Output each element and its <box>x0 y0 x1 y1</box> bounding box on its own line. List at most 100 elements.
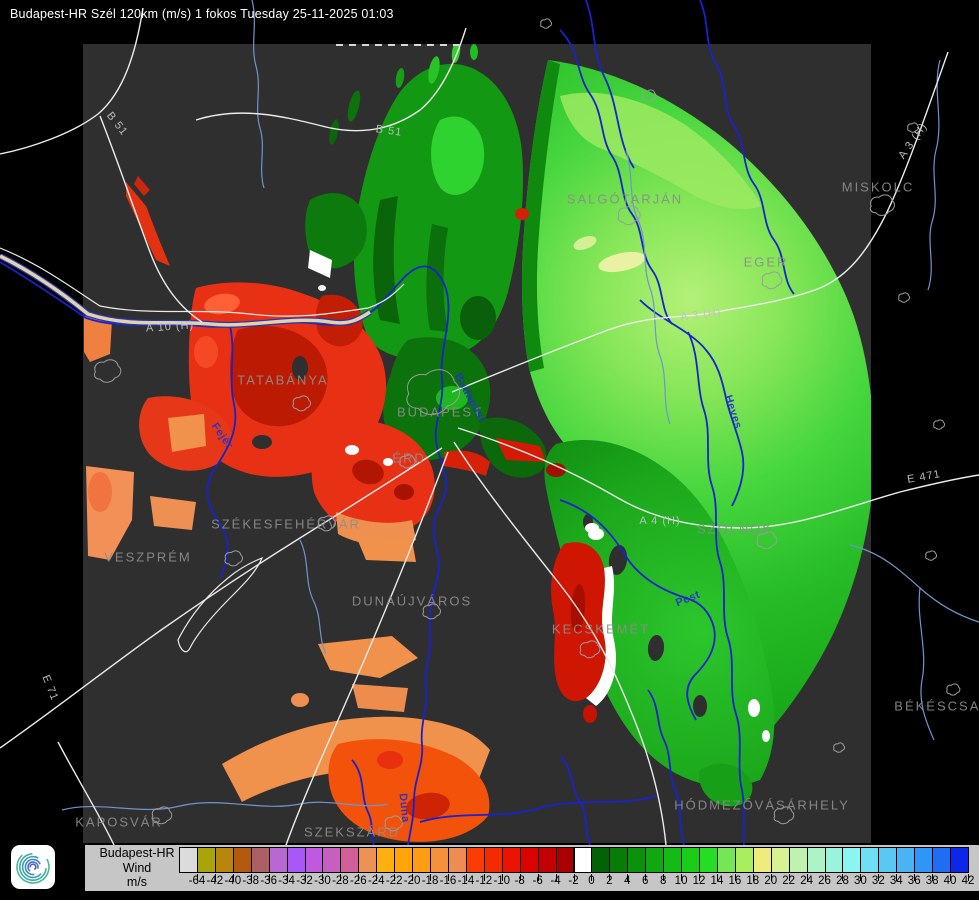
legend-color-cell <box>699 847 718 873</box>
radar-echoes <box>84 44 871 842</box>
legend-tick-label: -64 <box>188 875 206 887</box>
settlement-outline <box>93 359 122 383</box>
settlement-outline <box>946 683 961 696</box>
legend-tick <box>878 874 880 881</box>
legend-color-cell <box>555 847 575 873</box>
legend-tick-label: -14 <box>457 875 475 887</box>
legend-tick <box>340 874 342 881</box>
settlement-outline <box>773 806 795 825</box>
legend-tick-label: -6 <box>532 875 543 887</box>
lake-balaton-outline <box>177 556 264 653</box>
legend-tick <box>681 874 683 881</box>
legend-tick-label: -20 <box>403 875 421 887</box>
legend-color-cell <box>250 847 270 873</box>
city-label: SZEKSZÁRD <box>303 824 401 840</box>
legend-color-cell <box>394 847 414 873</box>
spiral-logo-icon <box>16 850 50 884</box>
legend-tick-label: 12 <box>692 875 706 887</box>
legend-tick-label: -30 <box>314 875 331 887</box>
legend-tick-label: 34 <box>889 875 903 887</box>
legend-tick <box>788 874 790 881</box>
settlement-outline <box>406 369 461 415</box>
legend-color-cell <box>609 847 629 873</box>
settlement-outline <box>422 603 441 620</box>
legend-tick <box>806 874 808 881</box>
legend-product-name: Budapest-HR <box>99 846 175 860</box>
legend-tick-label: -22 <box>385 875 403 887</box>
settlement-outline <box>399 454 416 469</box>
legend-color-cell <box>627 847 647 873</box>
legend-tick <box>537 874 539 881</box>
legend-tick-label: -32 <box>296 875 313 887</box>
city-label: HÓDMEZŐVÁSÁRHELY <box>674 797 850 813</box>
legend-color-cell <box>196 847 216 873</box>
legend-tick-label: -26 <box>350 875 367 887</box>
legend-tick-label: 4 <box>624 875 631 887</box>
legend-color-cell <box>806 847 826 873</box>
legend-tick <box>824 874 826 881</box>
city-label: SZOLNOK <box>696 521 774 537</box>
legend-tick <box>591 874 593 881</box>
legend-color-cell <box>663 847 683 873</box>
legend-color-cell <box>752 847 772 873</box>
legend-tick <box>896 874 898 881</box>
legend-tick-label: 14 <box>710 875 724 887</box>
legend-tick-label: 6 <box>642 875 649 887</box>
legend-color-cell <box>914 847 934 873</box>
legend-tick <box>968 874 969 881</box>
town-outlines <box>93 18 961 832</box>
settlement-outline <box>833 742 846 753</box>
legend-tick <box>609 874 611 881</box>
legend-tick <box>232 874 234 881</box>
legend-tick <box>573 874 575 881</box>
city-label: EGER <box>743 254 789 270</box>
legend-tick <box>663 874 665 881</box>
legend-tick-label: 42 <box>961 875 975 887</box>
settlement-outline <box>642 89 657 102</box>
legend-tick <box>286 874 288 881</box>
legend-tick <box>501 874 503 881</box>
motorway-a10 <box>0 253 372 328</box>
legend-tick <box>555 874 557 881</box>
legend-tick <box>304 874 306 881</box>
legend-color-cell <box>896 847 916 873</box>
legend-color-cell <box>645 847 665 873</box>
legend-tick-label: -36 <box>260 875 277 887</box>
legend-tick-label: 36 <box>907 875 921 887</box>
legend-color-cell <box>179 847 198 873</box>
settlement-outline <box>540 18 553 29</box>
settlement-outline <box>898 292 911 303</box>
legend-tick-label: 16 <box>728 875 742 887</box>
legend-color-cell <box>681 847 700 873</box>
legend-color-cell <box>591 847 611 873</box>
settlement-outline <box>317 515 336 532</box>
legend-color-cell <box>842 847 862 873</box>
legend-tick <box>645 874 647 881</box>
legend-tick-label: 22 <box>782 875 796 887</box>
legend-tick <box>842 874 844 881</box>
legend-tick-label: -28 <box>332 875 349 887</box>
legend-tick <box>627 874 629 881</box>
legend-tick-label: -18 <box>421 875 439 887</box>
legend-color-cell <box>412 847 432 873</box>
page-title: Budapest-HR Szél 120km (m/s) 1 fokos Tue… <box>10 7 394 21</box>
met-logo <box>11 845 55 889</box>
legend-color-cell <box>788 847 808 873</box>
settlement-outline <box>933 419 946 430</box>
legend-color-cell <box>286 847 306 873</box>
legend-color-cell <box>430 847 449 873</box>
city-label: ÉRD <box>392 450 426 466</box>
settlement-outline <box>761 271 783 290</box>
legend-tick-label: 26 <box>818 875 831 887</box>
echo-red-nw-streak <box>126 182 170 266</box>
legend-tick-label: -2 <box>568 875 579 887</box>
legend-color-cell <box>483 847 503 873</box>
legend-tick-label: -40 <box>224 875 242 887</box>
legend-color-cell <box>860 847 880 873</box>
legend-tick <box>752 874 754 881</box>
legend-color-cell <box>340 847 360 873</box>
legend-tick <box>394 874 396 881</box>
legend-tick-label: 18 <box>746 875 760 887</box>
city-label: BÉKÉSCSABA <box>894 698 979 714</box>
